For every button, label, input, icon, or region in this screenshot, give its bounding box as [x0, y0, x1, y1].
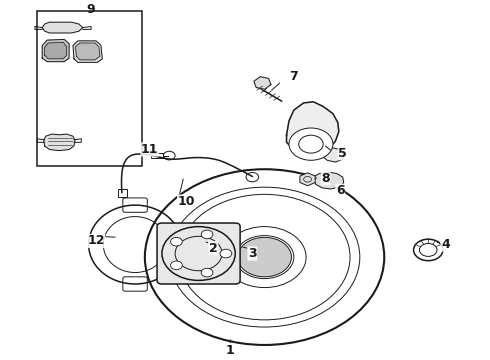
Polygon shape [321, 148, 345, 162]
Bar [118, 189, 127, 197]
Text: 1: 1 [226, 344, 235, 357]
Polygon shape [42, 22, 83, 33]
Text: 9: 9 [87, 3, 96, 16]
Polygon shape [287, 102, 339, 154]
Text: 4: 4 [441, 238, 450, 251]
Text: 10: 10 [177, 195, 195, 208]
Circle shape [171, 261, 182, 270]
Text: 8: 8 [321, 172, 330, 185]
Circle shape [238, 237, 292, 277]
Circle shape [171, 237, 182, 246]
Polygon shape [314, 172, 343, 189]
Polygon shape [75, 43, 100, 60]
Polygon shape [45, 42, 67, 59]
Circle shape [289, 128, 333, 160]
Text: 11: 11 [141, 143, 158, 156]
Text: 5: 5 [339, 147, 347, 159]
Polygon shape [254, 77, 271, 89]
Bar [151, 153, 163, 158]
Circle shape [201, 230, 213, 239]
Polygon shape [73, 41, 102, 62]
Text: 3: 3 [248, 247, 257, 260]
FancyBboxPatch shape [157, 223, 240, 284]
Circle shape [201, 268, 213, 277]
Bar [37, 12, 143, 166]
Text: 12: 12 [87, 234, 105, 247]
Polygon shape [44, 134, 75, 150]
Polygon shape [42, 40, 69, 62]
Text: 6: 6 [336, 184, 344, 197]
Circle shape [220, 249, 232, 258]
Text: 7: 7 [290, 69, 298, 82]
Text: 2: 2 [209, 242, 218, 255]
